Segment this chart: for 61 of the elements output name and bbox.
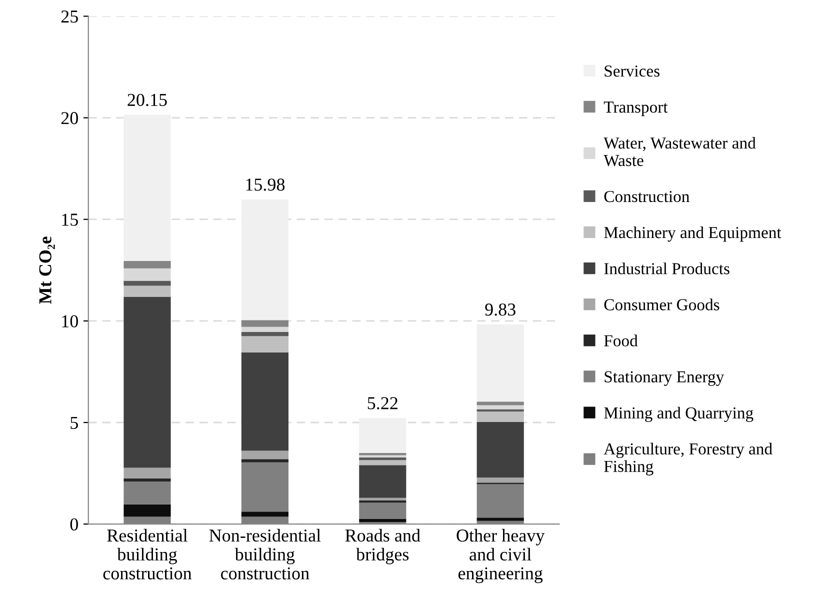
bar bbox=[359, 502, 406, 519]
bar bbox=[124, 280, 171, 286]
legend-label: Consumer Goods bbox=[604, 298, 720, 310]
bar bbox=[476, 324, 524, 402]
bar bbox=[476, 484, 524, 518]
bar bbox=[359, 498, 406, 501]
total-label: 9.83 bbox=[485, 303, 516, 316]
bar bbox=[241, 459, 288, 462]
bar bbox=[241, 199, 288, 320]
bar bbox=[476, 478, 524, 483]
y-tick-label: 20 bbox=[61, 112, 78, 124]
bar bbox=[124, 478, 171, 482]
bar bbox=[476, 518, 524, 521]
bar bbox=[359, 518, 406, 522]
bar bbox=[359, 460, 406, 466]
bar bbox=[124, 296, 171, 468]
bar bbox=[241, 336, 288, 352]
bar bbox=[476, 402, 524, 406]
bar bbox=[241, 512, 288, 517]
total-label: 15.98 bbox=[246, 178, 285, 191]
y-tick-label: 5 bbox=[70, 416, 78, 429]
y-tick-label: 15 bbox=[62, 214, 78, 226]
bar bbox=[124, 286, 171, 297]
bar bbox=[476, 405, 524, 410]
legend-label: Mining and Quarrying bbox=[604, 406, 754, 422]
legend-label: Machinery and Equipment bbox=[604, 226, 782, 242]
x-tick-label: Roads and bridges bbox=[345, 528, 420, 564]
bar bbox=[124, 261, 171, 268]
bar bbox=[124, 504, 171, 517]
x-tick-label: Non-residential building construction bbox=[209, 528, 321, 580]
bar bbox=[241, 462, 288, 512]
bar bbox=[124, 468, 171, 478]
legend-label: Stationary Energy bbox=[604, 371, 724, 386]
bar bbox=[124, 268, 171, 281]
y-tick-label: 10 bbox=[62, 315, 78, 328]
total-label: 20.15 bbox=[128, 94, 167, 106]
bar bbox=[241, 326, 288, 332]
bar bbox=[241, 332, 288, 336]
legend-label: Agriculture, Forestry and Fishing bbox=[604, 442, 772, 476]
total-label: 5.22 bbox=[368, 397, 398, 410]
y-tick-label: 0 bbox=[70, 518, 78, 531]
bar bbox=[241, 352, 288, 451]
x-tick-label: Residential building construction bbox=[103, 528, 192, 580]
legend-label: Industrial Products bbox=[604, 262, 730, 274]
bar bbox=[476, 412, 524, 422]
y-tick-label: 25 bbox=[61, 10, 78, 23]
x-tick-label: Other heavy and civil engineering bbox=[456, 528, 545, 584]
legend-label: Transport bbox=[604, 102, 668, 116]
bar bbox=[124, 114, 171, 262]
bar bbox=[359, 465, 406, 498]
bar bbox=[124, 482, 171, 504]
bar bbox=[476, 422, 524, 478]
legend-label: Construction bbox=[604, 190, 690, 202]
y-axis-title: Mt CO₂e bbox=[39, 236, 55, 304]
legend-label: Water, Wastewater and Waste bbox=[604, 136, 756, 166]
bar bbox=[241, 320, 288, 327]
bar bbox=[359, 418, 406, 453]
bar bbox=[359, 457, 406, 460]
bar bbox=[241, 450, 288, 460]
legend-label: Services bbox=[604, 65, 660, 77]
legend-label: Food bbox=[604, 334, 638, 346]
